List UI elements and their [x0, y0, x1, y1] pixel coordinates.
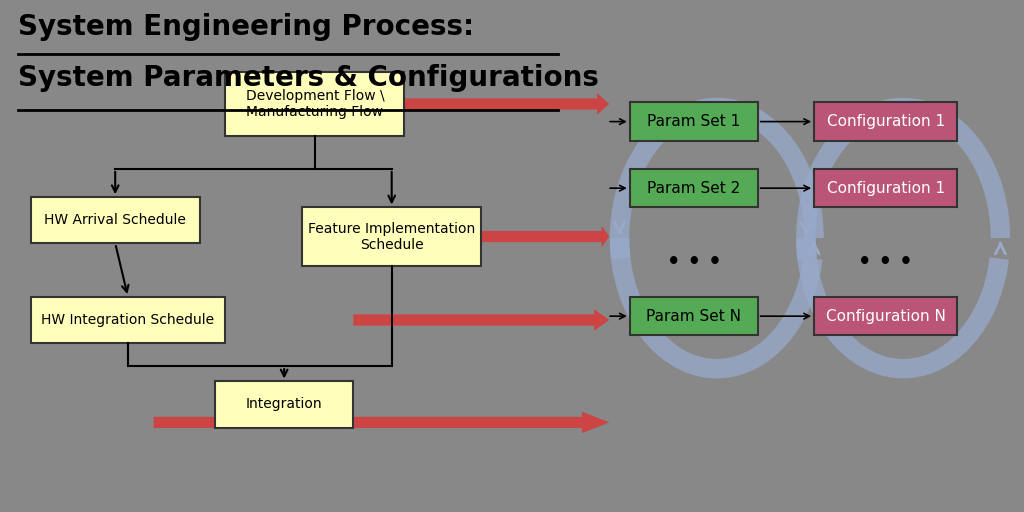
FancyBboxPatch shape [630, 297, 758, 335]
FancyBboxPatch shape [31, 197, 200, 243]
Text: • • •: • • • [667, 252, 722, 272]
Text: HW Integration Schedule: HW Integration Schedule [41, 313, 215, 327]
FancyBboxPatch shape [814, 297, 957, 335]
FancyBboxPatch shape [814, 102, 957, 141]
Polygon shape [353, 309, 609, 331]
Text: Param Set 1: Param Set 1 [647, 114, 740, 129]
Text: System Engineering Process:: System Engineering Process: [18, 13, 474, 41]
FancyBboxPatch shape [31, 297, 225, 343]
Polygon shape [154, 412, 609, 433]
Text: System Parameters & Configurations: System Parameters & Configurations [18, 64, 599, 92]
Polygon shape [404, 93, 609, 115]
Text: HW Arrival Schedule: HW Arrival Schedule [44, 213, 186, 227]
FancyBboxPatch shape [302, 207, 481, 266]
FancyBboxPatch shape [215, 381, 353, 428]
FancyBboxPatch shape [814, 169, 957, 207]
FancyBboxPatch shape [630, 102, 758, 141]
FancyBboxPatch shape [225, 72, 404, 136]
Text: • • •: • • • [858, 252, 913, 272]
Text: Development Flow \
Manufacturing Flow: Development Flow \ Manufacturing Flow [246, 89, 384, 119]
Text: Configuration N: Configuration N [825, 309, 946, 324]
FancyBboxPatch shape [630, 169, 758, 207]
Text: Feature Implementation
Schedule: Feature Implementation Schedule [308, 222, 475, 252]
Text: Configuration 1: Configuration 1 [826, 114, 945, 129]
Text: Integration: Integration [246, 397, 323, 412]
Text: Param Set N: Param Set N [646, 309, 741, 324]
Polygon shape [481, 226, 609, 247]
Text: Param Set 2: Param Set 2 [647, 181, 740, 196]
Text: Configuration 1: Configuration 1 [826, 181, 945, 196]
